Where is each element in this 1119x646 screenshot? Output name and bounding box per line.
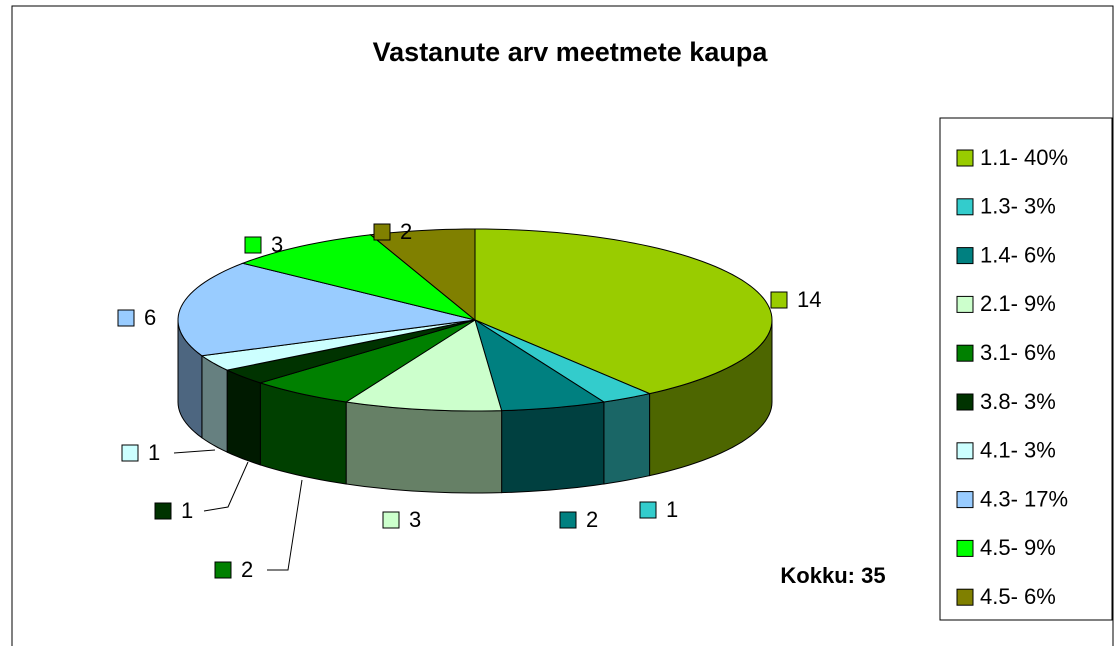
slice-side [345,401,503,494]
legend-label: 4.5- 6% [980,584,1056,609]
legend-label: 3.8- 3% [980,389,1056,414]
chart-title: Vastanute arv meetmete kaupa [373,37,769,67]
data-label: 3 [409,507,421,532]
legend-swatch [956,491,974,509]
chart-border [11,5,1114,646]
legend-swatch [956,344,974,362]
legend-swatch [956,198,974,216]
slice [241,234,476,321]
slice-side [501,401,605,494]
label-swatch [154,502,172,520]
legend-label: 1.1- 40% [980,145,1068,170]
side-walls [177,319,773,494]
data-label: 1 [148,440,160,465]
legend-swatch [956,149,974,167]
label-swatch [121,444,139,462]
slice [474,318,606,412]
legend-swatch [956,393,974,411]
slice-tops [177,228,773,412]
legend-label: 3.1- 6% [980,340,1056,365]
data-label: 2 [586,507,598,532]
data-label: 2 [400,219,412,244]
annotation: Kokku: 35 [780,563,885,588]
legend-swatch [956,539,974,557]
data-label: 14 [797,287,821,312]
label-swatch [639,501,657,519]
label-swatch [770,291,788,309]
legend-swatch [956,247,974,265]
slice [177,262,476,357]
label-swatch [373,223,391,241]
slice-side [603,393,651,485]
slice-side [201,354,228,453]
legend-label: 1.4- 6% [980,242,1056,267]
slice [200,319,476,371]
slice [258,319,476,403]
data-label: 1 [666,497,678,522]
legend-swatch [956,295,974,313]
slice-side [226,369,261,466]
legend-label: 4.3- 17% [980,486,1068,511]
label-swatch [117,309,135,327]
data-label: 1 [181,498,193,523]
legend-swatch [956,588,974,606]
label-swatch [214,561,232,579]
legend-label: 4.1- 3% [980,438,1056,463]
legend-label: 4.5- 9% [980,535,1056,560]
legend-swatch [956,442,974,460]
slice [225,319,476,384]
data-label: 3 [271,232,283,257]
slice [474,319,652,403]
leader-line [267,479,303,571]
leader-line [173,449,216,454]
data-label: 2 [241,557,253,582]
data-label: 6 [144,305,156,330]
slice [344,319,503,412]
slice [474,228,773,395]
leader-line [203,461,249,512]
legend-label: 1.3- 3% [980,194,1056,219]
label-swatch [382,511,400,529]
label-swatch [559,511,577,529]
legend-label: 2.1- 9% [980,291,1056,316]
label-swatch [244,236,262,254]
